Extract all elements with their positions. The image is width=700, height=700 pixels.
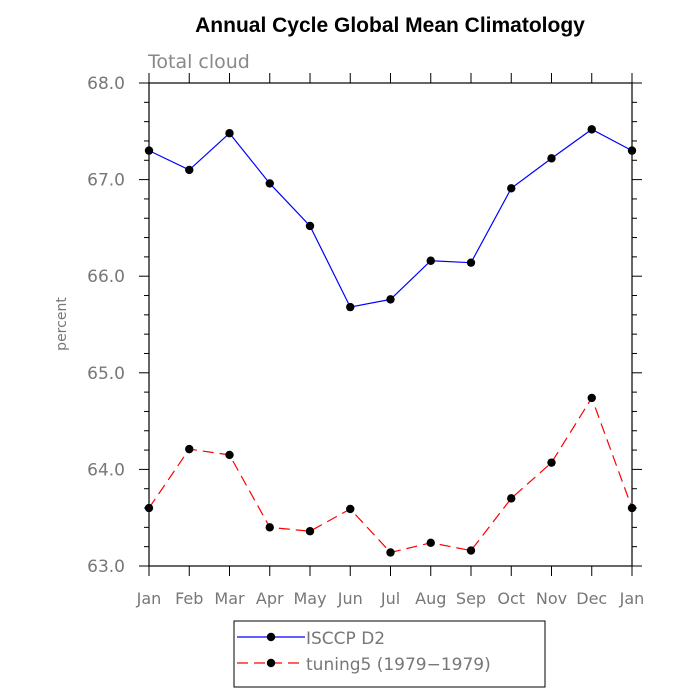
series-1 [144, 125, 637, 312]
legend-box [233, 620, 546, 688]
x-tick-label: Feb [175, 589, 203, 608]
data-point [346, 302, 355, 312]
series-layer [144, 125, 637, 557]
x-tick-label: Apr [256, 589, 284, 608]
x-tick-label: Jun [337, 589, 363, 608]
data-point [587, 125, 596, 134]
data-point [507, 494, 516, 503]
legend-label: tuning5 (1979−1979) [306, 655, 491, 675]
data-point [547, 154, 556, 163]
data-point [627, 146, 637, 155]
data-point [265, 523, 274, 532]
data-point [426, 538, 435, 548]
data-point [547, 458, 556, 467]
data-point [185, 444, 194, 454]
data-point [265, 179, 274, 188]
data-point [466, 258, 476, 267]
data-point [346, 504, 355, 514]
y-axis-label: percent [54, 297, 70, 351]
x-tick-label: Jan [136, 589, 162, 608]
legend-swatch-marker [266, 658, 276, 668]
x-tick-label: Dec [576, 589, 607, 608]
data-point [507, 184, 516, 193]
series-2 [144, 393, 637, 557]
data-point [305, 221, 315, 231]
x-tick-label: Jul [380, 589, 400, 608]
data-point [386, 295, 395, 304]
legend: ISCCP D2 tuning5 (1979−1979) [233, 620, 546, 688]
y-tick-label: 65.0 [87, 364, 125, 384]
x-tick-label: Jan [619, 589, 645, 608]
x-tick-label: Mar [214, 589, 245, 608]
data-point [386, 548, 395, 557]
data-point [225, 450, 234, 460]
plot-frame: 63.0 64.0 65.0 66.0 67.0 68.0 Jan Feb Mar Apr May J… [87, 73, 644, 608]
data-point [466, 546, 476, 555]
data-point [185, 165, 194, 175]
x-tick-label: Sep [456, 589, 486, 608]
data-point [627, 503, 637, 513]
legend-swatch-marker [266, 632, 276, 642]
data-point [225, 129, 234, 138]
x-tick-label: Oct [497, 589, 525, 608]
y-tick-label: 66.0 [87, 267, 125, 287]
data-point [305, 527, 315, 536]
x-tick-label: Nov [536, 589, 567, 608]
y-tick-label: 67.0 [87, 171, 125, 191]
data-point [426, 256, 435, 265]
series-line [148, 128, 633, 308]
data-point [144, 503, 154, 513]
chart-title: Annual Cycle Global Mean Climatology [195, 14, 585, 37]
data-point [144, 146, 154, 155]
y-tick-label: 68.0 [87, 74, 125, 94]
plot-border [148, 82, 633, 567]
chart-subtitle: Total cloud [147, 51, 250, 73]
x-tick-label: Aug [415, 589, 446, 608]
legend-label: ISCCP D2 [306, 629, 385, 649]
y-tick-label: 63.0 [87, 557, 125, 577]
x-tick-label: May [293, 589, 326, 608]
series-line [148, 396, 633, 554]
data-point [587, 393, 596, 403]
y-tick-label: 64.0 [87, 460, 125, 480]
